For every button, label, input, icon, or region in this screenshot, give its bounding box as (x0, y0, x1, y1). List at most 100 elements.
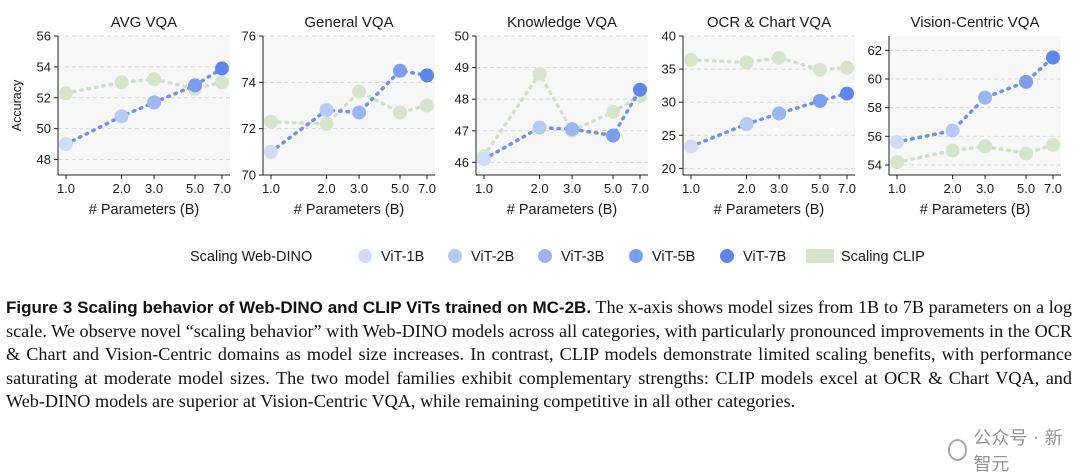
x-tick-label: 1.0 (475, 181, 493, 196)
y-axis-label: Accuracy (10, 79, 24, 131)
x-tick-label: 1.0 (682, 181, 700, 196)
dino-point (188, 78, 203, 93)
x-axis-label: # Parameters (B) (920, 202, 1030, 218)
legend-marker (629, 249, 643, 263)
clip-point (264, 114, 278, 129)
dino-point (532, 120, 547, 135)
x-tick-label: 7.0 (1044, 181, 1062, 196)
x-tick-label: 7.0 (213, 181, 231, 196)
chart-title: Vision-Centric VQA (911, 14, 1040, 31)
clip-point (840, 60, 854, 75)
dino-point (684, 139, 698, 154)
y-tick-label: 50 (37, 121, 51, 136)
dino-point (840, 86, 854, 101)
dino-point (813, 93, 828, 108)
y-tick-label: 76 (242, 29, 256, 44)
y-tick-label: 62 (868, 43, 882, 58)
y-tick-label: 50 (455, 29, 469, 44)
clip-point (945, 143, 960, 158)
x-tick-label: 3.0 (563, 181, 581, 196)
dino-series-line (269, 68, 429, 154)
y-tick-label: 35 (662, 62, 676, 77)
dino-point (319, 103, 334, 118)
x-axis-label: # Parameters (B) (714, 202, 824, 218)
x-tick-label: 3.0 (145, 181, 163, 196)
clip-point (352, 84, 367, 99)
clip-point (1046, 137, 1060, 152)
legend-item-label: ViT-3B (561, 249, 604, 265)
clip-point (890, 155, 904, 170)
legend-marker (538, 249, 552, 263)
clip-point (606, 104, 621, 119)
plot-area (263, 36, 435, 175)
dino-point (606, 128, 621, 143)
dino-point (352, 105, 367, 120)
dino-point (1019, 74, 1034, 89)
x-tick-label: 1.0 (262, 181, 280, 196)
dino-point (739, 117, 754, 132)
legend-marker (448, 249, 462, 263)
x-axis-label: # Parameters (B) (89, 202, 199, 218)
y-tick-label: 47 (455, 123, 469, 138)
y-tick-label: 56 (868, 129, 882, 144)
plot-area (683, 36, 855, 175)
dino-point (147, 95, 162, 110)
legend-item-label: ViT-2B (471, 249, 514, 265)
chart-panel: 70 72 74 76 1.0 2.0 3.0 5.0 7.0 General VQA # Para… (242, 14, 437, 218)
clip-point (739, 55, 754, 70)
legend-marker (358, 249, 372, 263)
y-tick-label: 52 (37, 90, 51, 105)
y-tick-label: 58 (868, 100, 882, 115)
dino-point (477, 152, 491, 167)
dino-point (393, 63, 408, 78)
dino-point (565, 122, 580, 137)
dino-point (114, 109, 129, 124)
y-tick-label: 40 (662, 29, 676, 44)
x-tick-label: 1.0 (888, 181, 906, 196)
x-tick-label: 3.0 (976, 181, 994, 196)
dino-series-line (689, 91, 849, 149)
x-axis-label: # Parameters (B) (507, 202, 617, 218)
y-tick-label: 20 (662, 161, 676, 176)
clip-point (813, 62, 828, 77)
y-tick-label: 30 (662, 95, 676, 110)
watermark-text: 公众号 · 新智元 (973, 428, 1063, 475)
x-tick-label: 2.0 (944, 181, 962, 196)
x-axis-label: # Parameters (B) (294, 202, 404, 218)
chart-title: Knowledge VQA (507, 14, 617, 31)
clip-point (978, 139, 993, 154)
x-tick-label: 5.0 (391, 181, 409, 196)
y-tick-label: 56 (37, 29, 51, 44)
dino-point (264, 144, 278, 159)
clip-point (319, 117, 334, 132)
plot-area (476, 36, 648, 175)
clip-point (215, 75, 229, 90)
chart-panels: 48 50 52 54 56 1.0 2.0 3.0 5.0 7.0 AVG VQA # Parame… (10, 14, 1062, 218)
chart-title: OCR & Chart VQA (707, 14, 831, 31)
figure: 48 50 52 54 56 1.0 2.0 3.0 5.0 7.0 AVG VQA # Parame… (10, 14, 1062, 265)
y-tick-label: 25 (662, 128, 676, 143)
chart-panel: 20 25 30 35 40 1.0 2.0 3.0 5.0 7.0 OCR & Chart VQA… (662, 14, 857, 218)
x-tick-label: 3.0 (770, 181, 788, 196)
plot-area (58, 36, 230, 175)
y-tick-label: 70 (242, 168, 256, 183)
x-tick-label: 5.0 (604, 181, 622, 196)
caption-title: Figure 3 Scaling behavior of Web-DINO an… (6, 298, 592, 317)
legend-item-label: ViT-5B (652, 249, 695, 265)
x-tick-label: 5.0 (811, 181, 829, 196)
x-tick-label: 5.0 (1017, 181, 1035, 196)
clip-point (772, 50, 787, 65)
legend: Scaling Web-DINO ViT-1B ViT-2B ViT-3B ViT-5B… (190, 249, 925, 265)
y-tick-label: 49 (455, 60, 469, 75)
dino-point (1046, 50, 1060, 65)
legend-clip-label: Scaling CLIP (841, 249, 925, 265)
x-tick-label: 2.0 (738, 181, 756, 196)
legend-title: Scaling Web-DINO (190, 249, 312, 265)
clip-point (147, 72, 162, 87)
clip-point (420, 98, 434, 113)
legend-item-label: ViT-7B (743, 249, 786, 265)
x-tick-label: 7.0 (838, 181, 856, 196)
dino-point (215, 61, 229, 76)
clip-point (532, 66, 547, 81)
dino-point (59, 137, 73, 152)
